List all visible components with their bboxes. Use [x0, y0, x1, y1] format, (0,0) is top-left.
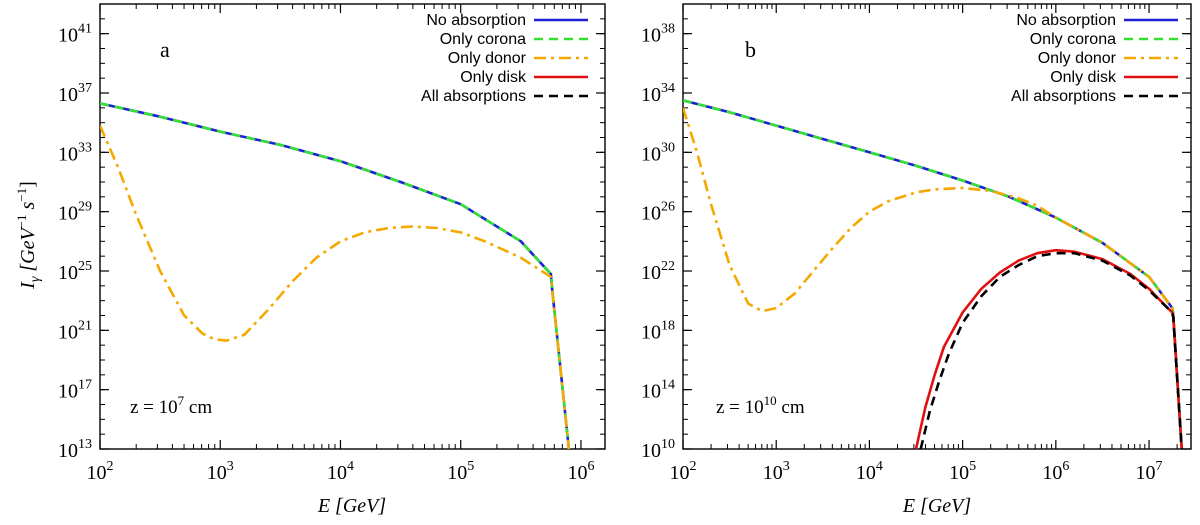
y-tick-label: 1038	[641, 22, 675, 47]
legend-label: All absorptions	[421, 88, 526, 105]
series-only-donor	[100, 125, 571, 449]
x-tick-label: 104	[327, 459, 354, 484]
y-tick-label: 1041	[58, 22, 92, 47]
series-only-corona	[683, 99, 1183, 449]
x-tick-label: 106	[1042, 459, 1069, 484]
panel-a-ticks: 102 103 104 105 106 1013 1017 1021 1025 1029 1033 1…	[58, 3, 605, 484]
legend-label: Only disk	[460, 69, 527, 86]
y-tick-label: 1026	[641, 200, 675, 225]
panel-b-ticks: 102 103 104 105 106 107 1010 1014 1018 1022 1026 10…	[641, 3, 1191, 484]
y-tick-label: 1018	[641, 318, 675, 343]
series-only-donor	[683, 107, 1183, 449]
y-tick-label: 1033	[58, 140, 92, 165]
panel-a-legend: No absorption Only corona Only donor Only d…	[421, 12, 588, 105]
y-axis-label: Iγ [GeV−1 s−1]	[14, 181, 43, 290]
y-tick-label: 1034	[641, 81, 675, 106]
series-all-absorptions	[919, 251, 1183, 449]
panel-a-series	[100, 102, 571, 449]
y-tick-label: 1037	[58, 81, 92, 106]
y-tick-label: 1010	[641, 437, 675, 462]
y-tick-label: 1025	[58, 259, 92, 284]
legend-label: Only corona	[1030, 31, 1116, 48]
panel-b-label: b	[745, 37, 756, 62]
series-only-corona	[100, 102, 571, 449]
panel-a-frame	[99, 3, 606, 450]
legend-label: Only donor	[448, 50, 527, 67]
x-tick-label: 105	[949, 459, 976, 484]
legend-label: Only donor	[1038, 50, 1117, 67]
legend-label: Only disk	[1050, 69, 1117, 86]
legend-label: No absorption	[426, 12, 526, 29]
x-tick-label: 105	[447, 459, 474, 484]
y-tick-label: 1014	[641, 378, 675, 403]
panel-b-annotation: z = 1010 cm	[716, 393, 805, 418]
panel-a-label: a	[160, 37, 170, 62]
x-tick-label: 102	[670, 459, 697, 484]
y-tick-label: 1021	[58, 318, 92, 343]
legend-label: Only corona	[440, 31, 526, 48]
y-tick-label: 1013	[58, 437, 92, 462]
series-only-disk	[914, 248, 1183, 449]
x-tick-label: 103	[763, 459, 790, 484]
x-tick-label: 104	[856, 459, 883, 484]
legend-label: All absorptions	[1011, 88, 1116, 105]
legend-label: No absorption	[1016, 12, 1116, 29]
panel-a-x-axis-label: E [GeV]	[317, 495, 386, 517]
y-tick-label: 1029	[58, 200, 92, 225]
x-tick-label: 102	[87, 459, 114, 484]
panel-b-x-axis-label: E [GeV]	[902, 495, 971, 517]
panel-b: 102 103 104 105 106 107 1010 1014 1018 1022 1026 10…	[641, 3, 1192, 517]
panel-b-series	[683, 99, 1183, 449]
panel-b-legend: No absorption Only corona Only donor Only d…	[1011, 12, 1178, 105]
x-tick-label: 106	[567, 459, 594, 484]
x-tick-label: 103	[207, 459, 234, 484]
panel-a-annotation: z = 107 cm	[130, 393, 212, 418]
y-tick-label: 1022	[641, 259, 675, 284]
panel-a: 102 103 104 105 106 1013 1017 1021 1025 1029 1033 1…	[58, 3, 606, 517]
y-tick-label: 1030	[641, 140, 675, 165]
x-tick-label: 107	[1136, 459, 1163, 484]
y-tick-label: 1017	[58, 378, 92, 403]
